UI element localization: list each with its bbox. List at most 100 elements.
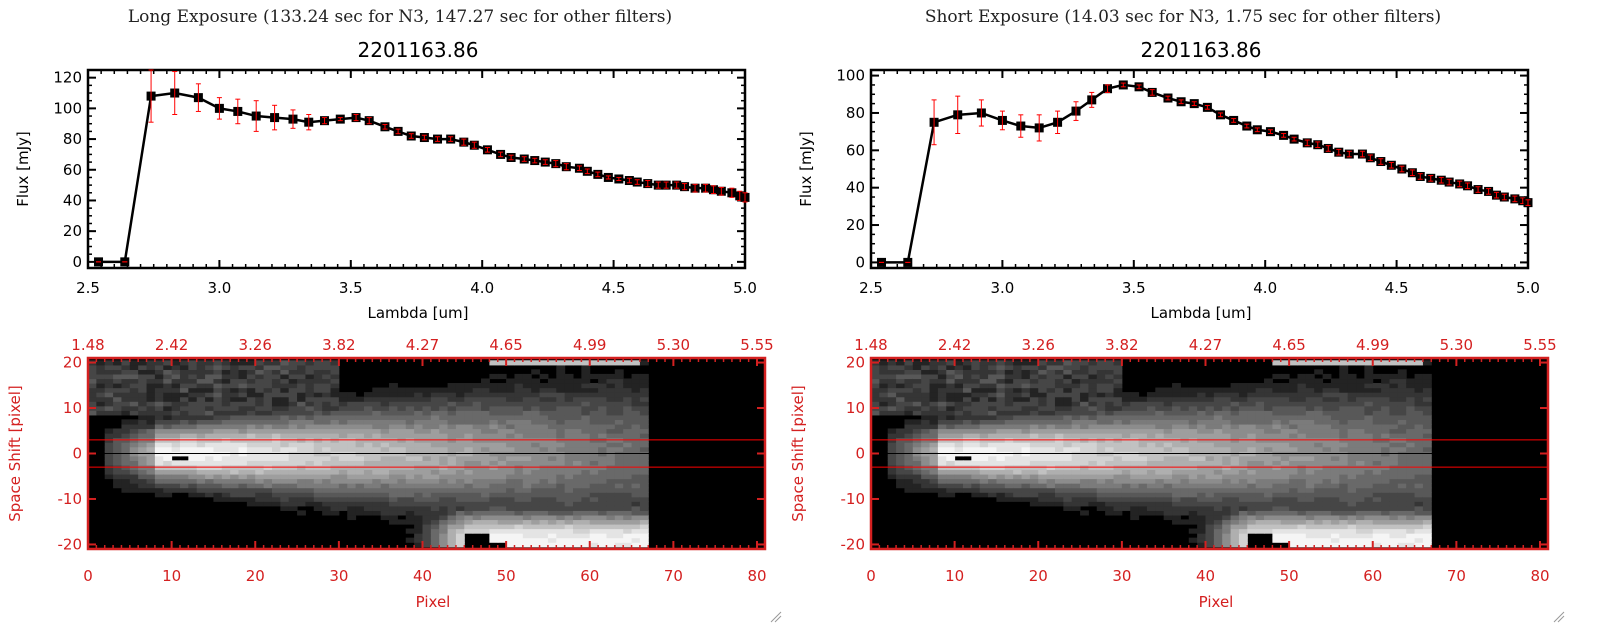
image-pixel [146, 378, 156, 384]
image-pixel [996, 378, 1006, 384]
image-pixel [179, 378, 189, 384]
image-pixel [1088, 473, 1098, 480]
image-pixel [1255, 410, 1265, 416]
image-pixel [1238, 383, 1248, 389]
image-pixel [1163, 496, 1173, 502]
image-pixel [531, 405, 541, 411]
image-pixel [171, 414, 181, 421]
image-pixel [614, 473, 624, 480]
image-pixel [305, 373, 315, 380]
image-pixel [506, 478, 515, 484]
image-pixel [1314, 405, 1324, 411]
image-pixel [121, 405, 131, 411]
image-pixel [271, 483, 281, 489]
image-pixel [1130, 460, 1140, 466]
image-pixel [472, 446, 482, 452]
image-pixel [1322, 492, 1332, 498]
image-pixel [614, 523, 624, 530]
image-pixel [1330, 401, 1340, 407]
image-pixel [598, 487, 607, 493]
image-pixel [113, 378, 122, 384]
image-pixel [322, 505, 332, 511]
image-pixel [246, 405, 256, 411]
image-pixel [1121, 392, 1131, 398]
image-pixel [330, 455, 340, 461]
image-pixel [506, 392, 515, 398]
image-pixel [297, 460, 306, 466]
image-pixel [1038, 364, 1048, 370]
image-pixel [896, 401, 905, 407]
image-pixel [1289, 542, 1298, 548]
image-pixel [1272, 410, 1282, 416]
image-pixel [1004, 455, 1014, 461]
image-pixel [1230, 505, 1240, 511]
image-pixel [138, 442, 148, 448]
image-pixel [313, 396, 323, 402]
image-pixel [539, 446, 549, 452]
image-pixel [221, 396, 231, 402]
image-pixel [1272, 373, 1282, 380]
image-pixel [573, 505, 582, 511]
image-pixel [954, 401, 964, 407]
image-pixel [639, 505, 649, 511]
image-pixel [104, 392, 114, 398]
image-pixel [221, 469, 231, 475]
image-pixel [1046, 487, 1056, 493]
image-pixel [979, 383, 989, 389]
image-pixel [347, 460, 357, 466]
image-pixel [305, 423, 315, 430]
image-pixel [1213, 501, 1223, 507]
image-pixel [305, 501, 315, 507]
image-pixel [1096, 501, 1106, 507]
image-pixel [1063, 442, 1073, 448]
image-pixel [497, 528, 507, 534]
image-pixel [96, 392, 106, 398]
image-pixel [522, 510, 532, 516]
image-pixel [154, 387, 164, 393]
image-pixel [1205, 528, 1215, 534]
image-pixel [414, 401, 423, 407]
image-pixel [1163, 514, 1173, 521]
image-pixel [522, 378, 532, 384]
image-pixel [246, 396, 256, 402]
image-pixel [1205, 492, 1215, 498]
image-pixel [988, 392, 997, 398]
image-pixel [313, 496, 323, 502]
image-pixel [929, 478, 939, 484]
image-pixel [489, 505, 499, 511]
image-pixel [581, 442, 591, 448]
image-pixel [598, 360, 607, 366]
image-pixel [263, 442, 273, 448]
image-pixel [129, 442, 139, 448]
image-pixel [1297, 442, 1307, 448]
x-tick-label: 3.5 [1122, 279, 1146, 297]
image-pixel [996, 360, 1006, 366]
image-pixel [489, 478, 499, 484]
image-pixel [1021, 473, 1031, 480]
image-pixel [1314, 501, 1324, 507]
image-pixel [1155, 387, 1165, 393]
image-pixel [481, 519, 490, 525]
image-pixel [1247, 446, 1257, 452]
image-pixel [1339, 542, 1349, 548]
image-pixel [1096, 364, 1106, 370]
image-pixel [1322, 533, 1332, 539]
image-pixel [1188, 487, 1198, 493]
image-pixel [623, 505, 633, 511]
image-pixel [896, 469, 905, 475]
image-pixel [514, 505, 524, 511]
image-pixel [280, 455, 290, 461]
image-pixel [514, 492, 524, 498]
image-pixel [1004, 401, 1014, 407]
image-pixel [221, 364, 231, 370]
image-pixel [380, 419, 390, 425]
image-pixel [1054, 483, 1064, 489]
image-pixel [1113, 496, 1123, 502]
image-pixel [962, 405, 972, 411]
image-pixel [1305, 360, 1315, 366]
image-pixel [1238, 501, 1248, 507]
image-pixel [623, 419, 633, 425]
image-pixel [1272, 455, 1282, 461]
image-pixel [1096, 369, 1106, 375]
image-pixel [472, 528, 482, 534]
